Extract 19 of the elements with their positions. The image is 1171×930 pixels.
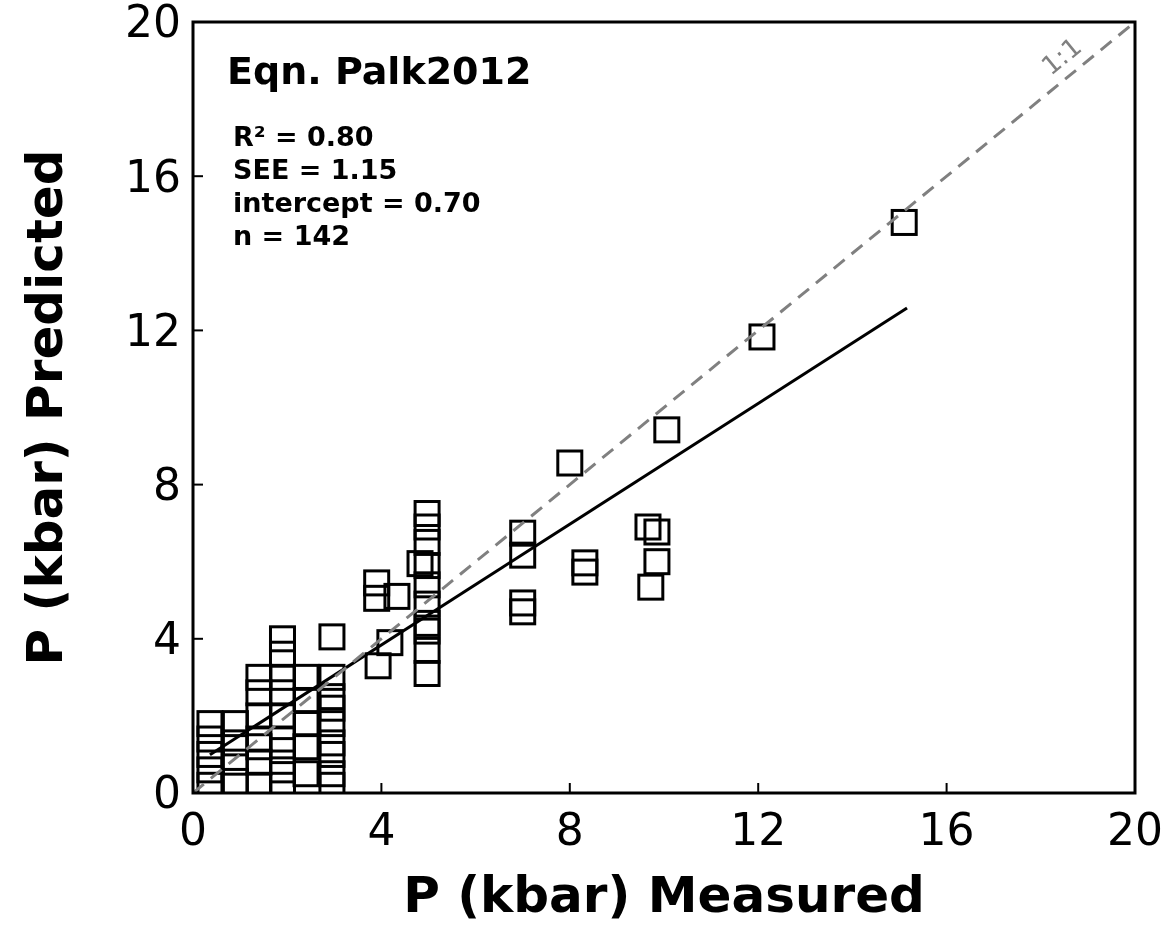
text: Eqn. Palk2012 xyxy=(227,49,532,93)
x-tick-label: 8 xyxy=(555,804,584,855)
y-tick-label: 16 xyxy=(125,150,181,202)
x-axis-title: P (kbar) Measured xyxy=(403,866,925,924)
y-tick-label: 12 xyxy=(125,304,181,356)
x-tick-label: 12 xyxy=(730,804,787,855)
annotation: SEE = 1.15 xyxy=(233,154,398,185)
y-axis-title: P (kbar) Predicted xyxy=(16,149,74,666)
y-tick-label: 4 xyxy=(153,613,181,665)
x-tick-label: 20 xyxy=(1107,804,1163,855)
y-tick-label: 20 xyxy=(125,0,181,48)
text: 1:1 xyxy=(1035,31,1087,81)
y-tick-label: 0 xyxy=(153,767,181,819)
annotation: R² = 0.80 xyxy=(233,121,374,152)
x-tick-label: 4 xyxy=(367,804,396,855)
annotation: intercept = 0.70 xyxy=(233,187,481,218)
annotation: n = 142 xyxy=(233,220,351,251)
x-tick-label: 16 xyxy=(918,804,975,855)
y-tick-label: 8 xyxy=(153,459,181,510)
